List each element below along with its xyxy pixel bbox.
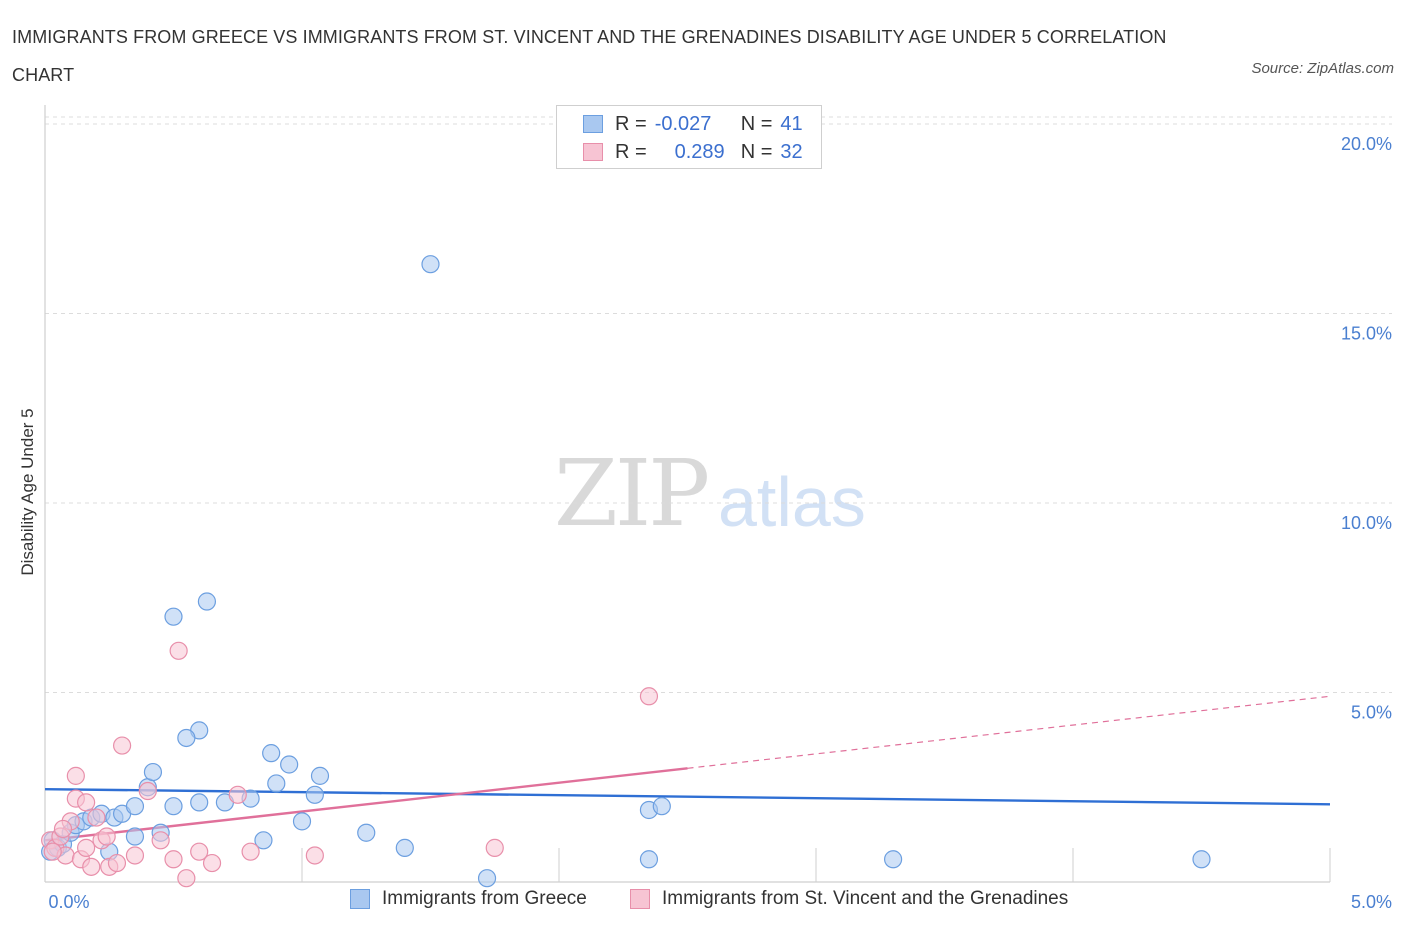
series-swatch-greece <box>350 889 370 909</box>
legend-n-value: 41 <box>780 112 803 135</box>
chart-title: IMMIGRANTS FROM GREECE VS IMMIGRANTS FRO… <box>12 27 1167 85</box>
legend-n-label: N = <box>740 140 773 163</box>
source-label: Source: ZipAtlas.com <box>1251 60 1394 77</box>
point-stvincent <box>177 869 196 888</box>
point-greece <box>125 797 145 816</box>
series-legend-stvincent[interactable]: Immigrants from St. Vincent and the Gren… <box>630 888 1068 910</box>
point-stvincent <box>125 846 145 865</box>
point-greece <box>292 812 312 831</box>
point-greece <box>197 592 217 611</box>
point-greece <box>421 255 440 274</box>
series-legend-label: Immigrants from Greece <box>382 888 587 909</box>
point-greece <box>280 755 299 774</box>
point-stvincent <box>164 850 183 869</box>
point-stvincent <box>112 736 132 755</box>
point-stvincent <box>305 846 324 865</box>
point-stvincent <box>77 793 96 812</box>
data-points <box>41 255 1211 888</box>
point-greece <box>125 827 145 846</box>
point-greece <box>395 838 414 857</box>
legend-r-label: R = <box>615 140 647 163</box>
point-greece <box>1192 850 1211 869</box>
legend-swatch-stvincent <box>583 143 603 161</box>
trend-line-stvincent <box>44 767 688 842</box>
legend-swatch-greece <box>583 115 603 133</box>
legend-r-value: -0.027 <box>654 112 712 135</box>
point-greece <box>652 797 671 816</box>
point-greece <box>164 607 183 626</box>
point-greece <box>310 766 330 785</box>
point-stvincent <box>138 781 157 801</box>
point-greece <box>883 850 903 869</box>
y-tick-label: 20.0% <box>1341 134 1392 154</box>
point-stvincent <box>485 838 504 857</box>
correlation-legend: R = -0.027 N = 41 R = 0.289 N = 32 <box>556 105 822 169</box>
point-stvincent <box>82 857 101 876</box>
point-stvincent <box>169 641 188 660</box>
point-stvincent <box>97 827 116 846</box>
legend-n-label: N = <box>740 112 773 135</box>
axes <box>44 105 1331 883</box>
point-greece <box>190 793 209 812</box>
point-stvincent <box>66 766 85 785</box>
y-tick-label: 15.0% <box>1341 323 1392 343</box>
point-stvincent <box>151 831 170 850</box>
trend-line-greece <box>44 787 1331 806</box>
series-swatch-stvincent <box>630 889 650 909</box>
trend-line-stvincent-extension <box>687 695 1331 769</box>
point-greece <box>164 797 183 816</box>
point-stvincent <box>639 687 659 706</box>
legend-r-label: R = <box>615 112 647 135</box>
point-greece <box>143 762 163 782</box>
y-tick-label: 5.0% <box>1351 702 1392 722</box>
point-stvincent <box>241 842 260 861</box>
point-stvincent <box>53 819 73 839</box>
point-stvincent <box>202 853 222 873</box>
series-legend-label: Immigrants from St. Vincent and the Gren… <box>662 888 1069 909</box>
x-tick-label: 0.0% <box>48 892 89 912</box>
legend-n-value: 32 <box>780 140 803 163</box>
point-stvincent <box>43 842 62 861</box>
legend-row-greece: R = -0.027 N = 41 <box>583 111 803 137</box>
point-greece <box>267 774 286 793</box>
series-legend-greece[interactable]: Immigrants from Greece <box>350 888 587 910</box>
grid-lines <box>45 116 1392 693</box>
point-stvincent <box>107 853 127 873</box>
watermark-atlas: atlas <box>718 463 866 541</box>
point-stvincent <box>77 838 96 857</box>
point-stvincent <box>190 842 209 861</box>
point-greece <box>262 744 281 763</box>
tick-labels: 5.0% 10.0% 15.0% 20.0% 0.0% 5.0% <box>48 134 1392 912</box>
y-tick-label: 10.0% <box>1341 513 1392 533</box>
point-stvincent <box>87 808 106 827</box>
watermark-zip: ZIP <box>554 440 710 547</box>
series-legend: Immigrants from Greece Immigrants from S… <box>0 888 1406 916</box>
point-greece <box>357 823 376 842</box>
legend-row-stvincent: R = 0.289 N = 32 <box>583 139 803 165</box>
point-greece <box>177 728 196 748</box>
point-greece <box>254 831 273 850</box>
trend-lines <box>44 695 1331 842</box>
point-greece <box>305 785 324 804</box>
legend-r-value: 0.289 <box>674 140 725 163</box>
point-greece <box>477 869 497 888</box>
point-greece <box>639 850 659 869</box>
point-stvincent <box>228 785 247 804</box>
x-tick-label: 5.0% <box>1351 892 1392 912</box>
